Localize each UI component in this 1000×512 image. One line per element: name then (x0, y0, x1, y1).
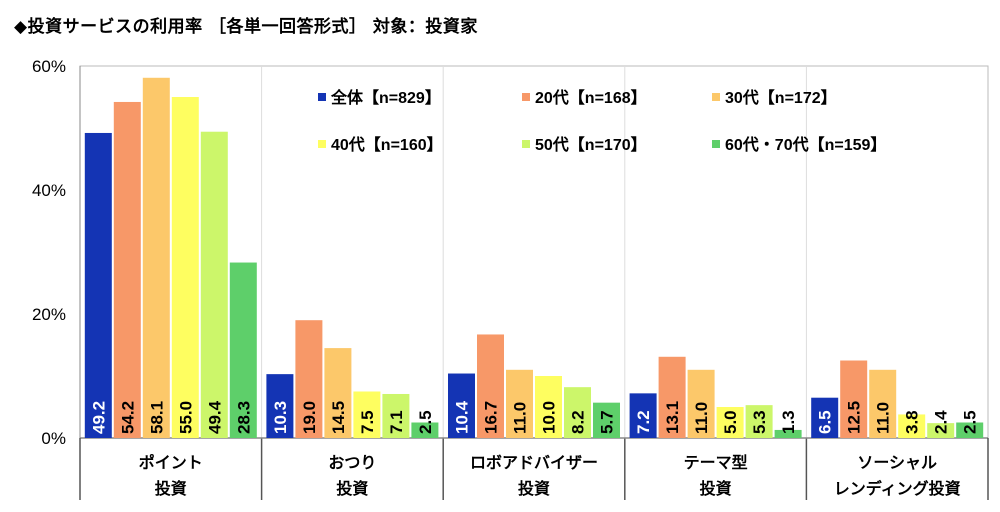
bar (745, 405, 773, 438)
category-label: テーマ型 (684, 454, 748, 472)
legend-label: 全体【n=829】 (330, 88, 441, 107)
category-label: おつり (328, 454, 376, 472)
legend-label: 50代【n=170】 (535, 135, 647, 154)
category-label: ロボアドバイザー (470, 454, 598, 472)
bar (593, 402, 620, 438)
legend-label: 40代【n=160】 (331, 135, 443, 154)
category-label: ソーシャル (857, 455, 937, 472)
legend-swatch (712, 140, 720, 148)
data-label: 2.4 (932, 410, 951, 434)
data-label: 1.3 (779, 410, 798, 434)
legend-label: 20代【n=168】 (535, 88, 647, 107)
legend-swatch (522, 93, 530, 101)
bar (84, 132, 112, 438)
bar (200, 131, 228, 438)
data-label: 8.2 (569, 410, 588, 434)
bar (266, 374, 294, 438)
data-label: 10.0 (540, 401, 559, 434)
bar (687, 369, 715, 438)
bar (658, 356, 686, 438)
chart-title: ◆投資サービスの利用率 ［各単一回答形式］ 対象：投資家 (14, 17, 478, 37)
legend-label: 30代【n=172】 (725, 88, 837, 107)
bar (811, 397, 839, 438)
data-label: 3.8 (903, 410, 922, 434)
data-label: 7.2 (634, 410, 653, 434)
y-tick-label: 0% (41, 429, 66, 448)
bar (382, 393, 410, 438)
data-label: 6.5 (816, 410, 835, 434)
data-label: 54.2 (118, 401, 137, 434)
data-label: 12.5 (845, 401, 864, 434)
bar (477, 334, 504, 438)
bar (898, 414, 926, 438)
data-label: 28.3 (234, 401, 253, 434)
data-label: 10.4 (453, 400, 472, 434)
data-label: 7.5 (358, 410, 377, 434)
data-label: 2.5 (416, 410, 435, 434)
bar (113, 101, 141, 439)
legend-label: 60代・70代【n=159】 (725, 135, 886, 154)
category-label: 投資 (700, 479, 732, 498)
category-label: 投資 (518, 479, 550, 498)
data-label: 58.1 (147, 401, 166, 434)
bar (411, 422, 439, 438)
data-label: 11.0 (511, 402, 530, 434)
bar (324, 348, 352, 438)
data-label: 49.2 (89, 401, 108, 434)
data-label: 11.0 (692, 402, 711, 434)
data-label: 10.3 (271, 401, 290, 434)
bar (927, 423, 955, 438)
data-label: 5.0 (721, 410, 740, 434)
bar (716, 407, 744, 438)
category-label: 投資 (155, 479, 187, 498)
y-tick-label: 40% (32, 181, 66, 200)
data-label: 5.3 (750, 410, 769, 434)
data-label: 16.7 (482, 401, 501, 434)
bar (564, 387, 591, 438)
legend-swatch (522, 140, 530, 148)
data-label: 55.0 (176, 401, 195, 434)
bar (142, 77, 170, 438)
bar (229, 262, 257, 438)
data-label: 13.1 (663, 401, 682, 434)
bar (774, 429, 802, 438)
bar (840, 360, 868, 438)
bar (295, 320, 323, 438)
data-label: 7.1 (387, 410, 406, 434)
bar (535, 376, 562, 438)
bar (629, 393, 657, 438)
bar (353, 391, 381, 438)
bar (956, 422, 984, 438)
data-label: 5.7 (598, 410, 617, 434)
category-label: レンディング投資 (834, 479, 961, 498)
legend: 全体【n=829】 20代【n=168】 30代【n=172】 40代【n=160】 5… (318, 88, 886, 154)
bar (448, 373, 475, 438)
legend-swatch (318, 140, 326, 148)
legend-swatch (712, 93, 720, 101)
data-label: 2.5 (961, 410, 980, 434)
y-tick-label: 60% (32, 57, 66, 76)
data-label: 19.0 (300, 401, 319, 434)
bar (171, 97, 199, 438)
data-label: 11.0 (874, 402, 893, 434)
legend-swatch (318, 93, 326, 101)
data-label: 14.5 (329, 401, 348, 434)
bar (869, 369, 897, 438)
data-label: 49.4 (205, 400, 224, 434)
y-tick-label: 20% (32, 305, 66, 324)
bar (506, 369, 533, 438)
category-label: ポイント (139, 453, 203, 472)
category-label: 投資 (336, 479, 368, 498)
